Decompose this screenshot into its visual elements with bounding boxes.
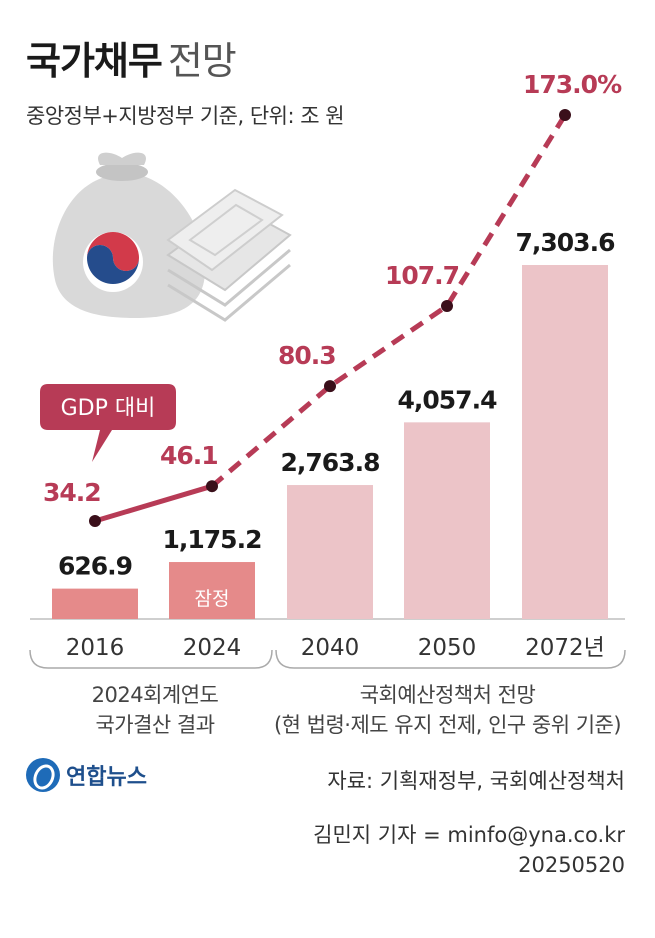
gdp-ratio-series: 34.2 46.1 80.3 107.7 173.0% [43, 70, 623, 527]
group-label-actual: 2024회계연도 국가결산 결과 [91, 683, 219, 737]
bar-2050 [404, 422, 490, 619]
group-bracket-projection [275, 649, 626, 669]
x-tick-label: 2040 [301, 635, 360, 661]
credit: 김민지 기자 = minfo@yna.co.kr 20250520 [313, 820, 625, 880]
group-label-projection: 국회예산정책처 전망 (현 법령·제도 유지 전제, 인구 중위 기준) [273, 683, 622, 737]
line-value-label: 173.0% [523, 70, 622, 99]
bar-2024 [169, 562, 255, 619]
credit-reporter: 김민지 기자 = minfo@yna.co.kr [313, 823, 625, 847]
source-text: 자료: 기획재정부, 국회예산정책처 [327, 769, 625, 793]
callout-label: GDP 대비 [61, 396, 156, 421]
cash-bills-icon [166, 188, 292, 322]
bar-value-label: 7,303.6 [516, 228, 616, 257]
bar-value-label: 1,175.2 [163, 525, 262, 554]
line-point [559, 109, 571, 121]
bar-note-label: 잠정 [195, 588, 230, 610]
bar-value-label: 4,057.4 [398, 385, 498, 414]
line-point [89, 515, 101, 527]
yonhap-logo: 연합뉴스 [26, 758, 147, 792]
credit-date: 20250520 [518, 853, 625, 877]
chart-subtitle: 중앙정부+지방정부 기준, 단위: 조 원 [26, 104, 345, 128]
x-tick-label: 2072년 [525, 635, 605, 661]
line-value-label: 34.2 [43, 478, 101, 507]
x-tick-label: 2050 [418, 635, 477, 661]
line-value-label: 46.1 [160, 441, 218, 470]
title-sub: 전망 [167, 39, 237, 83]
x-tick-label: 2016 [66, 635, 125, 661]
bar-value-label: 2,763.8 [281, 448, 380, 477]
bar-2072년 [522, 265, 608, 619]
line-value-label: 107.7 [385, 261, 459, 290]
logo-text: 연합뉴스 [66, 765, 147, 790]
group-bracket-actual [29, 649, 273, 669]
bar-2040 [287, 485, 373, 619]
page-title: 국가채무 전망 [26, 30, 237, 85]
bar-value-label: 626.9 [58, 552, 132, 581]
yonhap-logo-icon [26, 758, 60, 792]
line-value-label: 80.3 [278, 341, 336, 370]
money-bag-icon [52, 152, 205, 318]
title-main: 국가채무 [26, 39, 163, 83]
line-point [324, 380, 336, 393]
bar-series: 626.9 2016 1,175.2 2024 잠정 2,763.8 2040 4,057.4… [30, 228, 625, 661]
line-point [441, 300, 453, 313]
line-point [206, 480, 218, 493]
line-segment-actual [94, 483, 213, 524]
x-tick-label: 2024 [183, 635, 242, 661]
bar-2016 [52, 588, 138, 619]
line-segment-projection [210, 113, 568, 489]
gdp-ratio-callout: GDP 대비 [40, 384, 176, 462]
